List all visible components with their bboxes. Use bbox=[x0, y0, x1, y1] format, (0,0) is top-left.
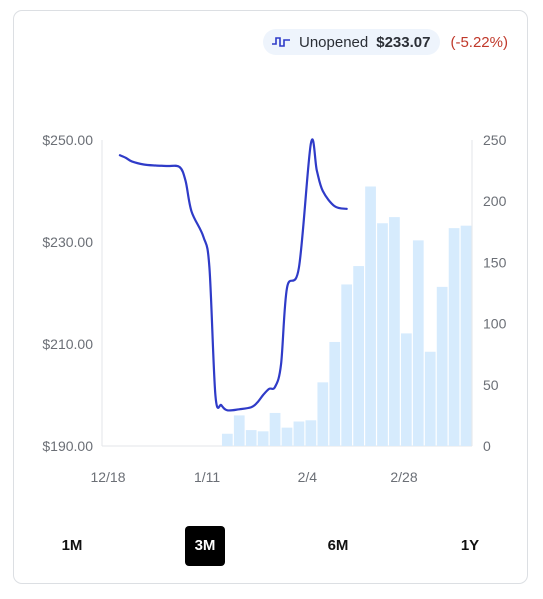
range-selector: 1M 3M 6M 1Y bbox=[0, 526, 543, 566]
price-line bbox=[118, 138, 348, 412]
volume-bar bbox=[305, 420, 317, 446]
price-chart: $250.00 $230.00 $210.00 $190.00 250 200 150 100… bbox=[42, 132, 507, 485]
legend: Unopened $233.07 (-5.22%) bbox=[263, 29, 508, 55]
volume-bar bbox=[281, 427, 293, 446]
volume-bar bbox=[412, 240, 424, 446]
x-tick-label: 1/11 bbox=[194, 469, 220, 485]
x-tick-label: 2/28 bbox=[390, 469, 417, 485]
legend-series-label: Unopened bbox=[299, 33, 369, 51]
y-right-tick-label: 0 bbox=[483, 438, 491, 454]
step-line-icon bbox=[272, 37, 290, 47]
legend-price: $233.07 bbox=[376, 33, 431, 51]
range-1m-button[interactable]: 1M bbox=[61, 537, 83, 554]
y-right-tick-label: 150 bbox=[483, 254, 507, 270]
volume-bar bbox=[424, 351, 436, 446]
volume-bar bbox=[269, 412, 281, 446]
volume-bar bbox=[460, 225, 472, 446]
volume-bar bbox=[317, 382, 329, 446]
volume-bar bbox=[448, 228, 460, 446]
volume-bar bbox=[436, 286, 448, 446]
y-right-tick-label: 50 bbox=[483, 377, 499, 393]
range-1y-button[interactable]: 1Y bbox=[460, 537, 480, 554]
volume-bar bbox=[341, 284, 353, 446]
y-left-tick-label: $190.00 bbox=[42, 438, 93, 454]
y-left-tick-label: $210.00 bbox=[42, 336, 93, 352]
volume-bar bbox=[293, 421, 305, 446]
range-3m-button[interactable]: 3M bbox=[185, 526, 225, 566]
volume-bar bbox=[400, 333, 412, 446]
range-6m-button[interactable]: 6M bbox=[327, 537, 349, 554]
volume-bar bbox=[245, 430, 257, 446]
y-left-tick-label: $250.00 bbox=[42, 132, 93, 148]
y-right-tick-label: 100 bbox=[483, 316, 507, 332]
volume-bar bbox=[257, 431, 269, 446]
y-left-tick-label: $230.00 bbox=[42, 234, 93, 250]
volume-bar bbox=[389, 217, 400, 446]
x-tick-label: 2/4 bbox=[298, 469, 318, 485]
volume-bar bbox=[233, 415, 245, 446]
y-right-tick-label: 250 bbox=[483, 132, 507, 148]
volume-bar bbox=[365, 186, 376, 446]
volume-bar bbox=[377, 223, 388, 446]
x-tick-label: 12/18 bbox=[90, 469, 125, 485]
volume-bar bbox=[221, 433, 233, 446]
legend-change: (-5.22%) bbox=[450, 33, 508, 51]
volume-bar bbox=[353, 266, 364, 446]
y-right-tick-label: 200 bbox=[483, 193, 507, 209]
volume-bar bbox=[329, 341, 341, 446]
legend-pill[interactable]: Unopened $233.07 bbox=[263, 29, 441, 55]
